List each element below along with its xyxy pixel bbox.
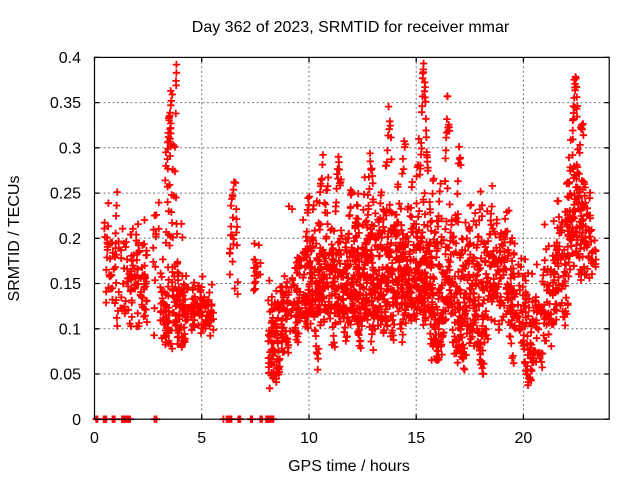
svg-text:0.15: 0.15 bbox=[50, 276, 81, 293]
svg-text:0.05: 0.05 bbox=[50, 367, 81, 384]
svg-text:0.3: 0.3 bbox=[59, 140, 81, 157]
svg-text:0.2: 0.2 bbox=[59, 231, 81, 248]
svg-text:20: 20 bbox=[515, 430, 533, 447]
svg-text:10: 10 bbox=[300, 430, 318, 447]
svg-text:0.4: 0.4 bbox=[59, 50, 81, 67]
svg-text:0: 0 bbox=[90, 430, 99, 447]
svg-text:0.25: 0.25 bbox=[50, 186, 81, 203]
svg-text:GPS time / hours: GPS time / hours bbox=[288, 458, 410, 475]
svg-text:0.35: 0.35 bbox=[50, 95, 81, 112]
svg-text:15: 15 bbox=[407, 430, 425, 447]
svg-text:0: 0 bbox=[72, 412, 81, 429]
svg-text:SRMTID / TECUs: SRMTID / TECUs bbox=[6, 176, 23, 302]
svg-text:Day 362 of 2023, SRMTID for re: Day 362 of 2023, SRMTID for receiver mma… bbox=[192, 19, 510, 36]
svg-text:5: 5 bbox=[197, 430, 206, 447]
svg-text:0.1: 0.1 bbox=[59, 321, 81, 338]
